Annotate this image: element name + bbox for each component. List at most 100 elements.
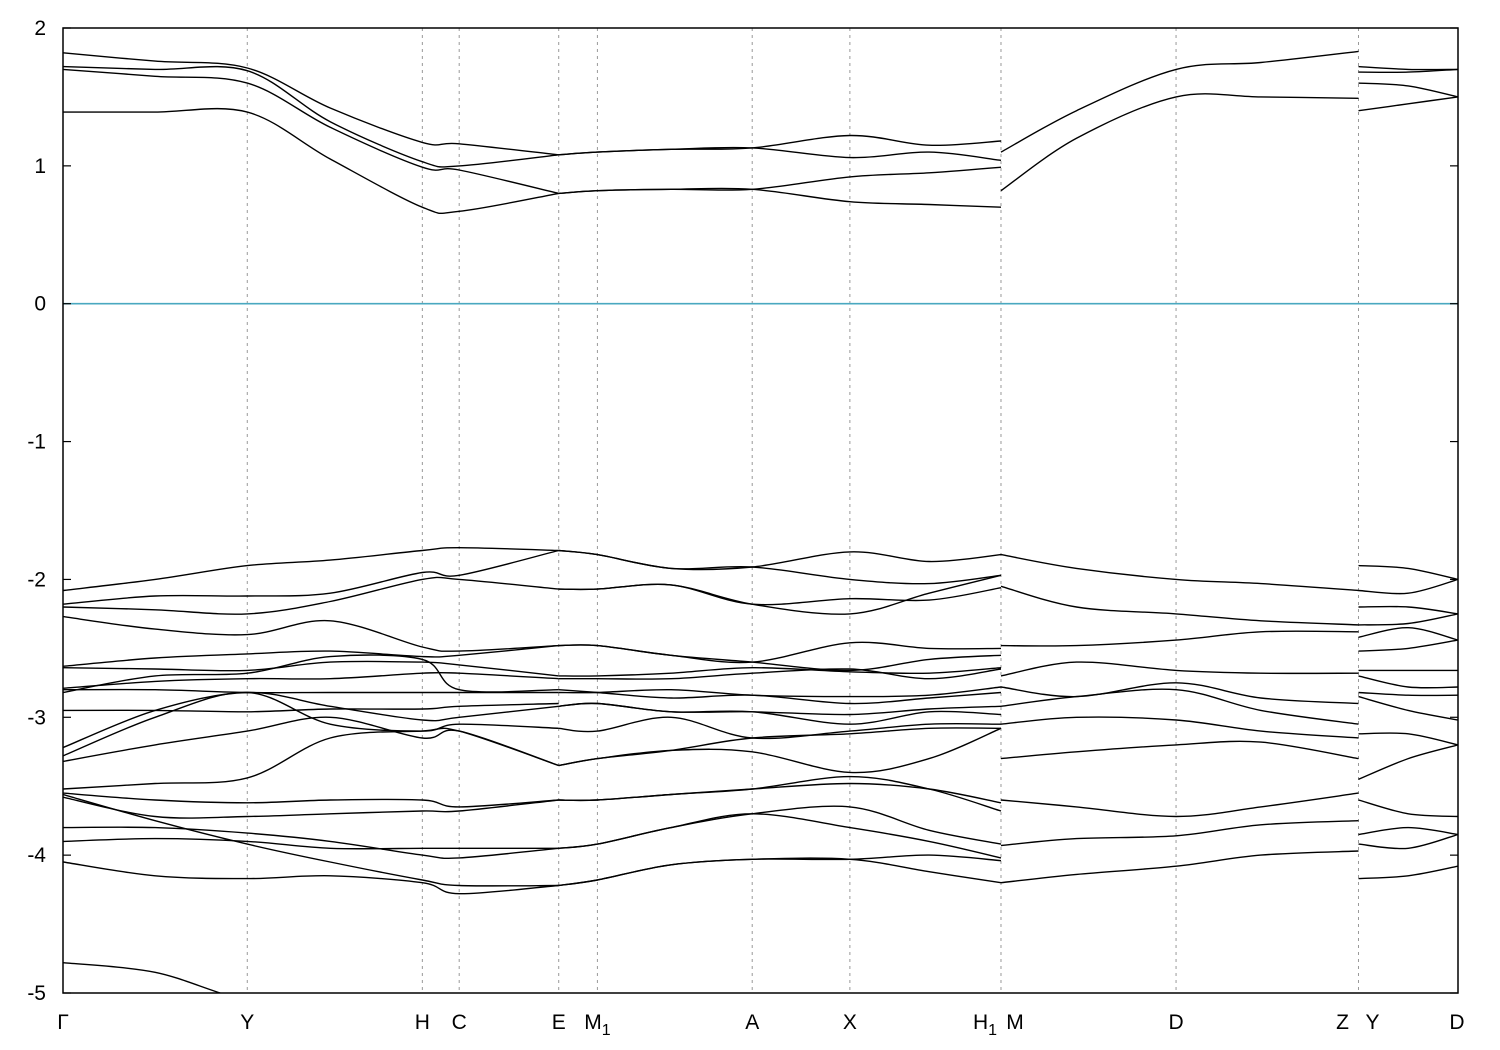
band-line-seg1-17 — [558, 727, 1002, 767]
band-line-seg3-0 — [1358, 65, 1458, 71]
band-line-seg2-1 — [1000, 93, 1359, 192]
band-line-seg3-13 — [1358, 695, 1458, 721]
band-line-seg3-11 — [1358, 675, 1458, 689]
kpath-label: Y — [1365, 1011, 1379, 1034]
band-line-seg0-10 — [63, 671, 559, 689]
kpath-label: E — [552, 1011, 566, 1034]
kpath-label: H1 — [973, 1011, 997, 1039]
band-line-seg3-3 — [1358, 96, 1458, 112]
band-line-seg0-18 — [63, 792, 559, 808]
kpath-label: Z — [1336, 1011, 1349, 1034]
band-line-seg0-9 — [63, 660, 559, 677]
band-line-seg0-7 — [63, 615, 559, 652]
y-tick-label: 1 — [34, 155, 46, 178]
kpath-label: A — [745, 1011, 759, 1034]
band-line-seg3-14 — [1358, 732, 1458, 746]
band-line-seg1-18 — [558, 727, 1002, 774]
kpath-label: D — [1449, 1011, 1464, 1034]
band-line-seg3-2 — [1358, 82, 1458, 98]
band-line-seg1-22 — [558, 813, 1002, 859]
band-line-seg1-14 — [558, 702, 1002, 716]
band-line-seg1-1 — [558, 146, 1002, 161]
band-line-seg3-19 — [1358, 865, 1458, 880]
band-line-seg0-15 — [63, 691, 559, 757]
band-line-seg3-15 — [1358, 744, 1458, 780]
band-line-seg3-12 — [1358, 691, 1458, 697]
band-line-seg2-12 — [1000, 850, 1359, 884]
kpath-label: C — [452, 1011, 467, 1034]
band-line-seg1-9 — [558, 644, 1002, 672]
band-line-seg1-5 — [558, 549, 1002, 585]
band-line-seg2-8 — [1000, 716, 1359, 739]
band-line-seg0-6 — [63, 576, 559, 615]
band-line-seg0-5 — [63, 549, 559, 605]
y-tick-label: -3 — [27, 706, 46, 729]
band-line-seg2-4 — [1000, 630, 1359, 647]
y-axis-ticks: 2 1 0 -1 -2 -3 -4 -5 — [27, 17, 1458, 1005]
y-tick-label: 2 — [34, 17, 46, 40]
y-tick-label: 0 — [34, 293, 46, 316]
band-line-seg3-6 — [1358, 605, 1458, 615]
band-line-seg0-11 — [63, 688, 559, 694]
band-line-seg3-4 — [1358, 564, 1458, 581]
band-line-seg3-7 — [1358, 613, 1458, 626]
band-line-seg0-8 — [63, 644, 559, 667]
band-line-seg0-19 — [63, 796, 559, 819]
kpath-label: M — [1006, 1011, 1024, 1034]
band-line-seg3-9 — [1358, 639, 1458, 652]
y-tick-label: -2 — [27, 568, 46, 591]
band-line-seg1-20 — [558, 775, 1002, 812]
band-line-seg2-6 — [1000, 682, 1359, 705]
band-line-seg0-22 — [63, 793, 559, 887]
band-line-seg0-21 — [63, 837, 559, 850]
band-line-seg0-23 — [63, 861, 559, 895]
band-line-seg0-24 — [63, 962, 223, 993]
band-line-seg0-14 — [63, 691, 559, 749]
plot-frame — [62, 27, 1459, 994]
band-line-seg1-10 — [558, 666, 1002, 677]
kpath-label: Γ — [57, 1011, 69, 1034]
band-line-seg3-8 — [1358, 626, 1458, 641]
band-line-seg1-13 — [558, 689, 1002, 705]
band-line-seg2-7 — [1000, 688, 1359, 725]
band-line-seg2-9 — [1000, 740, 1359, 760]
y-tick-label: -5 — [27, 982, 46, 1005]
band-line-seg2-5 — [1000, 661, 1359, 677]
band-line-seg3-18 — [1358, 833, 1458, 850]
band-curves — [63, 50, 1458, 993]
band-line-seg1-7 — [558, 574, 1002, 615]
band-line-seg0-0 — [63, 52, 559, 156]
band-line-seg2-0 — [1000, 50, 1359, 153]
band-line-seg1-6 — [558, 583, 1002, 606]
kpath-label: D — [1168, 1011, 1183, 1034]
kpath-label: M1 — [584, 1011, 611, 1039]
y-tick-label: -1 — [27, 431, 46, 454]
kpath-label: H — [415, 1011, 430, 1034]
band-line-seg0-20 — [63, 826, 559, 860]
band-line-seg1-3 — [558, 187, 1002, 208]
band-line-seg2-2 — [1000, 553, 1359, 592]
band-line-seg3-5 — [1358, 578, 1458, 595]
band-line-seg0-12 — [63, 654, 559, 694]
kpath-label: X — [843, 1011, 857, 1034]
band-line-seg2-3 — [1000, 585, 1359, 626]
band-line-seg1-11 — [558, 668, 1002, 680]
band-line-seg1-19 — [558, 782, 1002, 804]
kpath-label: Y — [240, 1011, 254, 1034]
band-line-seg0-13 — [63, 702, 559, 713]
band-line-seg1-23 — [558, 854, 1002, 887]
y-tick-label: -4 — [27, 844, 46, 867]
band-line-seg2-11 — [1000, 820, 1359, 847]
band-line-seg0-2 — [63, 68, 559, 195]
band-line-seg0-4 — [63, 546, 559, 592]
band-line-seg0-17 — [63, 727, 559, 790]
band-line-seg0-1 — [63, 65, 559, 168]
band-line-seg1-15 — [558, 702, 1002, 725]
k-path-labels: Γ Y H C E M1 A X H1 M D Z Y D — [57, 1011, 1464, 1039]
band-line-seg0-3 — [63, 107, 559, 215]
band-line-seg3-16 — [1358, 799, 1458, 818]
band-line-seg3-17 — [1358, 826, 1458, 836]
band-line-seg1-24 — [558, 857, 1002, 887]
band-line-seg3-1 — [1358, 68, 1458, 74]
